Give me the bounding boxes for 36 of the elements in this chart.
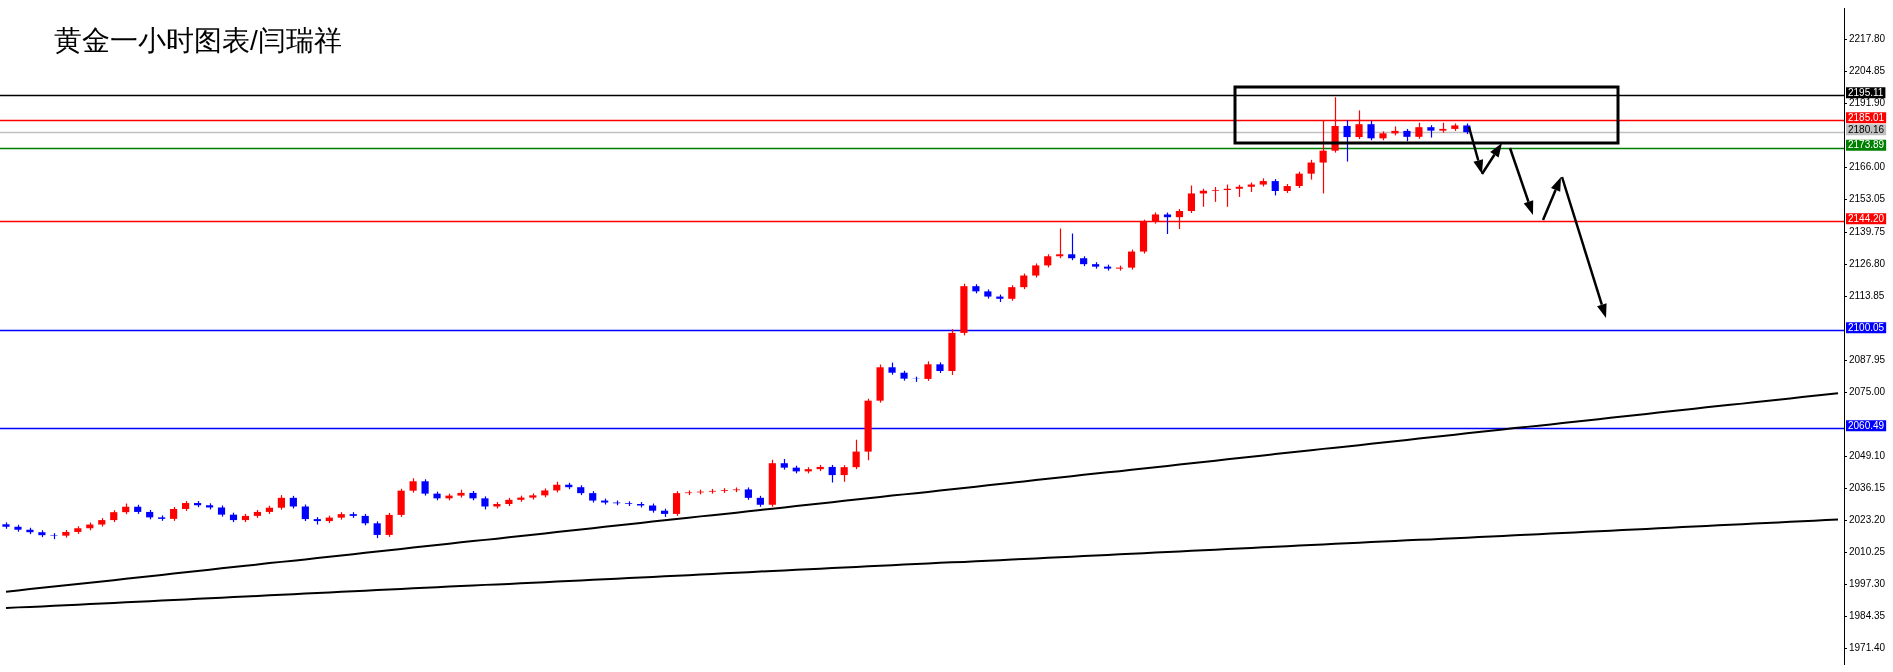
candlestick <box>529 492 537 501</box>
y-tick-label: 2087.95 <box>1849 353 1886 365</box>
y-tick-label: 2023.20 <box>1849 514 1886 526</box>
ref-line-label: 2060.49 <box>1848 419 1885 431</box>
y-tick-label: 2166.00 <box>1849 160 1886 172</box>
candlestick <box>960 283 968 336</box>
ref-line-label: 2100.05 <box>1848 322 1885 334</box>
candlestick <box>1343 119 1351 163</box>
candlestick <box>876 363 884 404</box>
candlestick <box>984 288 992 300</box>
y-tick-label: 2075.00 <box>1849 386 1886 397</box>
ref-line-label: 2144.20 <box>1848 212 1885 224</box>
y-tick-label: 2010.25 <box>1849 546 1886 558</box>
candlestick <box>1259 177 1267 188</box>
ref-line-label: 2173.89 <box>1848 139 1885 151</box>
y-tick-label: 2049.10 <box>1849 450 1886 462</box>
y-tick-label: 2204.85 <box>1849 64 1886 76</box>
y-tick-label: 2139.75 <box>1849 225 1886 237</box>
text: 黄金一小时图表/闫瑞祥 <box>54 24 342 56</box>
ref-line-label: 2185.01 <box>1848 111 1885 123</box>
y-tick-label: 1997.30 <box>1849 578 1886 590</box>
y-tick-label: 1971.40 <box>1849 642 1886 654</box>
y-tick-label: 2113.85 <box>1849 289 1885 301</box>
y-tick-label: 1984.35 <box>1849 610 1886 622</box>
candlestick <box>924 360 932 382</box>
y-tick-label: 2126.80 <box>1849 257 1886 269</box>
candlestick <box>98 517 106 528</box>
y-tick-label: 2191.90 <box>1849 96 1886 108</box>
y-tick-label: 2217.80 <box>1849 32 1886 44</box>
candlestick <box>1163 211 1172 235</box>
ref-line-label: 2180.16 <box>1848 123 1885 135</box>
candlestick <box>948 328 956 376</box>
ref-line-label: 2195.11 <box>1848 87 1884 99</box>
y-tick-label: 2036.15 <box>1849 482 1886 494</box>
candlestick <box>1367 120 1375 141</box>
y-tick-label: 2153.05 <box>1849 193 1886 205</box>
